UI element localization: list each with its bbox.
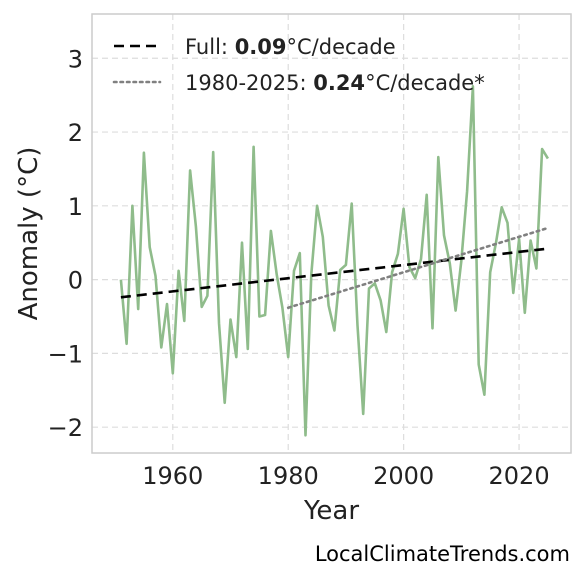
y-tick-label: −1 <box>48 340 83 368</box>
legend-full-unit: °C/decade <box>287 35 396 59</box>
trend-line-full <box>120 247 549 299</box>
y-tick-label: 2 <box>68 119 83 147</box>
series-line-anomaly <box>119 85 550 437</box>
x-tick-label: 2000 <box>373 462 434 490</box>
x-tick-label: 2020 <box>489 462 550 490</box>
legend-recent-slope: 0.24 <box>313 71 365 95</box>
watermark: LocalClimateTrends.com <box>315 542 570 566</box>
trend-line-1980-2025 <box>286 226 550 310</box>
x-tick-label: 1960 <box>142 462 203 490</box>
legend-full-colon: : <box>221 35 235 59</box>
legend-entry-full: Full: 0.09°C/decade <box>185 35 396 59</box>
legend-full-slope: 0.09 <box>235 35 287 59</box>
y-axis-label: Anomaly (°C) <box>14 147 44 321</box>
legend-recent-name: 1980-2025 <box>185 71 299 95</box>
legend-recent-colon: : <box>299 71 313 95</box>
legend-entry-1980-2025: 1980-2025: 0.24°C/decade* <box>185 71 485 95</box>
series-layer <box>119 85 550 437</box>
grid-lines <box>92 14 571 453</box>
y-tick-label: −2 <box>48 414 83 442</box>
y-tick-label: 3 <box>68 45 83 73</box>
plot-frame <box>91 13 572 454</box>
x-tick-labels: 1960 1980 2000 2020 <box>142 462 549 490</box>
y-tick-labels: 3 2 1 0 −1 −2 <box>48 45 83 442</box>
y-tick-label: 1 <box>68 193 83 221</box>
y-tick-label: 0 <box>68 267 83 295</box>
legend-recent-unit: °C/decade* <box>365 71 485 95</box>
legend-full-name: Full <box>185 35 221 59</box>
x-axis-label: Year <box>303 496 359 526</box>
legend: Full: 0.09°C/decade 1980-2025: 0.24°C/de… <box>112 35 485 95</box>
x-tick-label: 1980 <box>258 462 319 490</box>
